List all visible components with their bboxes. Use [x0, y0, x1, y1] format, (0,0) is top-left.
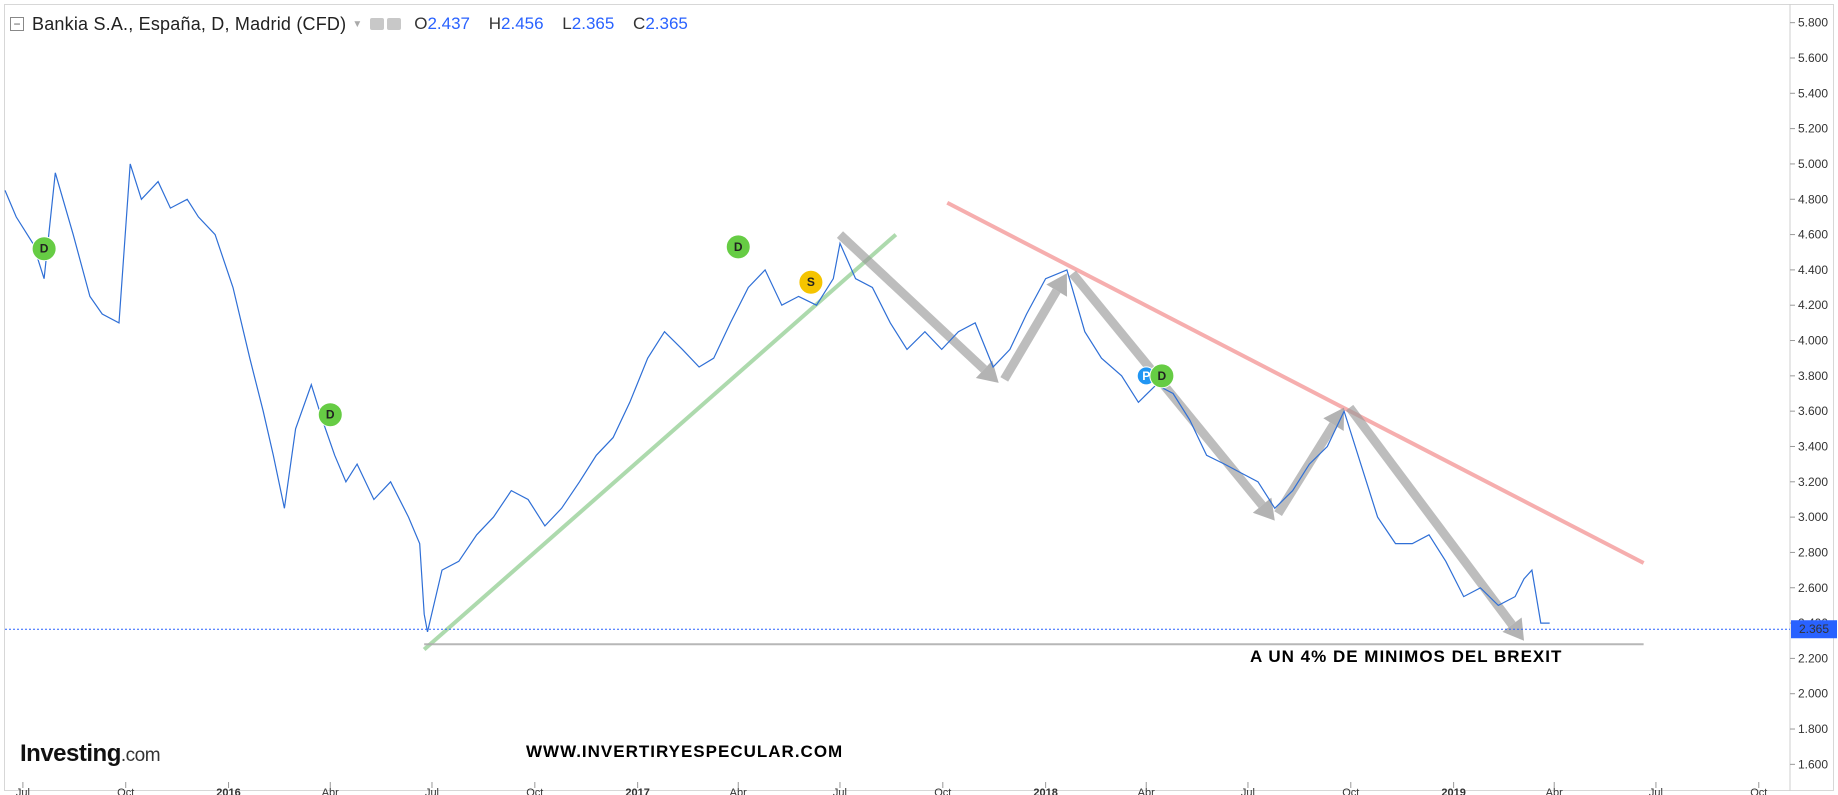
x-tick-label: 2016	[216, 787, 240, 795]
y-tick-label: 1.600	[1798, 757, 1828, 771]
x-tick-label: Oct	[526, 787, 543, 795]
x-tick-label: 2018	[1033, 787, 1057, 795]
marker-dividend	[317, 402, 343, 428]
trend-arrow-head	[1323, 407, 1345, 431]
price-series-line	[4, 163, 1550, 633]
trendline-support	[422, 233, 898, 652]
y-tick-label: 5.000	[1798, 157, 1828, 171]
x-tick-label: Jul	[16, 787, 30, 795]
trend-arrow-shaft	[1346, 404, 1516, 628]
y-tick-label: 5.800	[1798, 16, 1828, 30]
website-label: WWW.INVERTIRYESPECULAR.COM	[526, 742, 844, 761]
high-value: 2.456	[501, 14, 544, 33]
low-value: 2.365	[571, 14, 615, 33]
y-tick-label: 4.800	[1798, 192, 1828, 206]
marker-label: D	[326, 408, 335, 422]
y-tick-label: 5.400	[1798, 86, 1828, 100]
settings-icon[interactable]	[387, 18, 402, 30]
x-tick-label: Oct	[117, 787, 134, 795]
logo-suffix: .com	[120, 745, 161, 766]
x-tick-label: Oct	[934, 787, 951, 795]
x-tick-label: Jul	[1649, 787, 1663, 795]
marker-split	[798, 269, 824, 295]
y-tick-label: 4.600	[1798, 228, 1828, 242]
axis-layer: 1.6001.8002.0002.2002.4002.6002.8003.000…	[16, 4, 1828, 795]
chart-header: − Bankia S.A., España, D, Madrid (CFD) ▼…	[10, 14, 702, 34]
ohlc-values: O2.437 H2.456 L2.365 C2.365	[414, 14, 702, 34]
trend-arrow-shaft	[836, 231, 988, 373]
x-tick-label: Jul	[425, 787, 439, 795]
x-tick-label: Abr	[730, 787, 747, 795]
marker-label: S	[807, 275, 815, 289]
x-tick-label: Abr	[322, 787, 339, 795]
arrow-layer	[836, 231, 1525, 641]
marker-label: D	[40, 242, 49, 256]
price-layer	[4, 163, 1550, 633]
y-tick-label: 4.000	[1798, 334, 1828, 348]
last-price-label: 2.365	[1799, 622, 1829, 636]
trendline-layer	[422, 201, 1645, 652]
close-key: C	[633, 14, 646, 33]
investing-logo: Investing.com	[20, 740, 161, 768]
y-tick-label: 2.800	[1798, 545, 1828, 559]
last-price-badge	[1791, 620, 1837, 639]
y-tick-label: 2.200	[1798, 651, 1828, 665]
eye-icon[interactable]	[370, 18, 385, 30]
y-tick-label: 3.800	[1798, 369, 1828, 383]
close-value: 2.365	[645, 14, 688, 33]
y-tick-label: 1.800	[1798, 722, 1828, 736]
x-tick-label: Jul	[833, 787, 847, 795]
y-tick-label: 3.400	[1798, 439, 1828, 453]
marker-label: P	[1142, 369, 1150, 383]
trend-arrow-head	[1046, 273, 1068, 297]
marker-label: D	[734, 240, 743, 254]
y-tick-label: 3.000	[1798, 510, 1828, 524]
y-tick-label: 5.600	[1798, 51, 1828, 65]
y-tick-label: 4.200	[1798, 298, 1828, 312]
y-tick-label: 3.600	[1798, 404, 1828, 418]
chevron-down-icon[interactable]: ▼	[352, 18, 363, 30]
collapse-icon[interactable]: −	[10, 17, 24, 31]
x-tick-label: Oct	[1342, 787, 1359, 795]
x-tick-label: 2019	[1441, 787, 1465, 795]
open-value: 2.437	[427, 14, 470, 33]
marker-label: D	[1158, 369, 1167, 383]
marker-dividend	[31, 236, 57, 262]
trendline-resistance	[946, 201, 1645, 565]
open-key: O	[414, 14, 428, 33]
logo-brand: Investing	[20, 740, 121, 767]
trend-arrow-head	[1252, 497, 1275, 521]
brexit-annotation: A UN 4% DE MINIMOS DEL BREXIT	[1250, 647, 1563, 666]
x-tick-label: Abr	[1138, 787, 1155, 795]
badge-layer: 2.365	[5, 620, 1837, 639]
high-key: H	[488, 14, 502, 33]
trend-arrow-shaft	[1000, 288, 1061, 382]
y-tick-label: 2.600	[1798, 581, 1828, 595]
x-tick-label: Abr	[1546, 787, 1563, 795]
marker-dividend	[725, 234, 751, 260]
y-tick-label: 2.000	[1798, 687, 1828, 701]
y-tick-label: 4.400	[1798, 263, 1828, 277]
trend-arrow-shaft	[1068, 270, 1266, 509]
symbol-title[interactable]: Bankia S.A., España, D, Madrid (CFD)	[32, 13, 347, 34]
x-tick-label: 2017	[625, 787, 649, 795]
x-tick-label: Oct	[1750, 787, 1767, 795]
marker-dividend	[1149, 363, 1175, 389]
y-tick-label: 3.200	[1798, 475, 1828, 489]
low-key: L	[562, 14, 572, 33]
x-tick-label: Jul	[1241, 787, 1255, 795]
chart-frame	[4, 4, 1834, 791]
y-tick-label: 5.200	[1798, 122, 1828, 136]
